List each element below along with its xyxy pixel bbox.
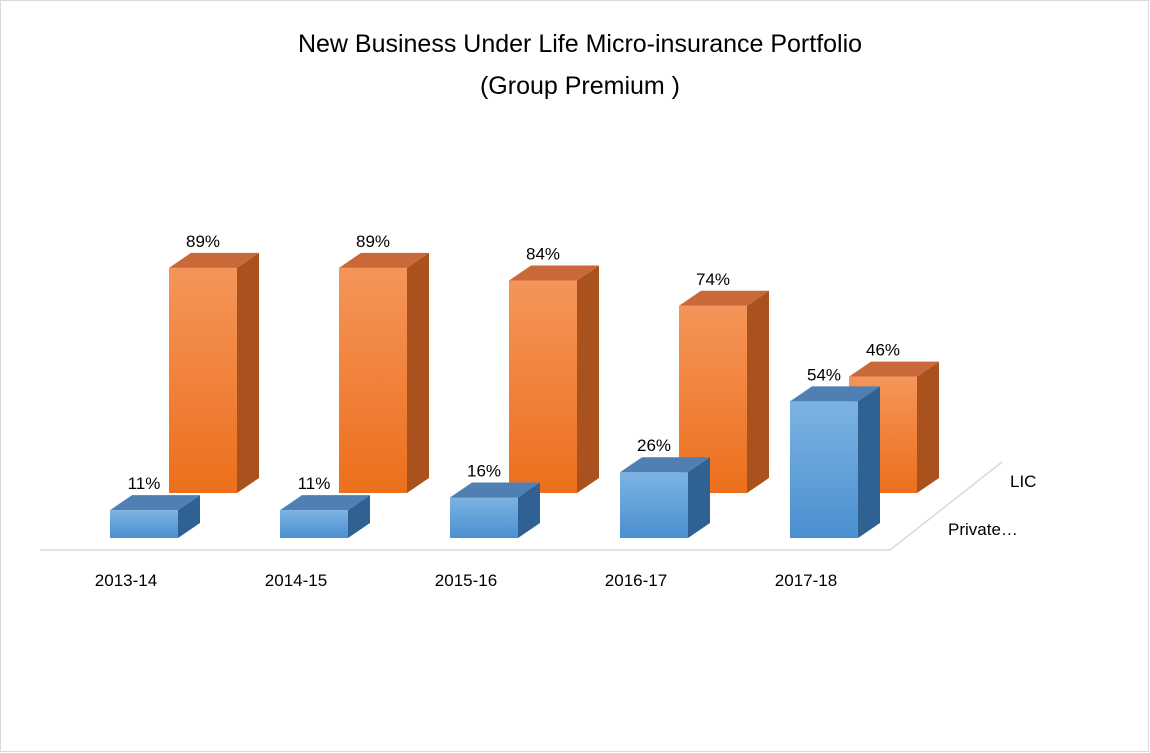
bar-front (450, 497, 518, 538)
bar-front (169, 267, 237, 493)
chart-title: New Business Under Life Micro-insurance … (298, 30, 862, 58)
x-tick-label: 2014-15 (265, 571, 327, 590)
bar-front (509, 280, 577, 493)
value-label: 11% (298, 474, 331, 493)
legend-label: LIC (1010, 472, 1036, 491)
bar (450, 482, 540, 538)
bar (620, 457, 710, 538)
bar-side (688, 457, 710, 538)
x-tick-label: 2016-17 (605, 571, 667, 590)
value-label: 26% (637, 436, 671, 455)
bar-side (237, 252, 259, 493)
bar-side (858, 386, 880, 538)
floor (40, 461, 1003, 551)
bar-top (509, 265, 599, 281)
value-label: 89% (356, 232, 390, 251)
bar-side (917, 361, 939, 493)
bar (110, 495, 200, 538)
legend-label: Private… (948, 520, 1018, 539)
bar-top (849, 361, 939, 377)
bar-top (679, 290, 769, 306)
value-label: 16% (467, 462, 501, 481)
bar-front (110, 510, 178, 538)
bar-top (620, 457, 710, 473)
bar (509, 265, 599, 493)
bar-side (577, 265, 599, 493)
value-label: 46% (866, 341, 900, 360)
bar-top (790, 386, 880, 402)
bar-top (280, 495, 370, 511)
bar-front (620, 472, 688, 538)
bar-side (407, 252, 429, 493)
bar-top (450, 482, 540, 498)
bar (169, 252, 259, 493)
bar-side (178, 495, 200, 538)
bar-front (280, 510, 348, 538)
bar-top (339, 252, 429, 268)
chart-subtitle: (Group Premium ) (480, 72, 680, 100)
bar-front (339, 267, 407, 493)
bar-front (790, 401, 858, 538)
bar (280, 495, 370, 538)
bar-side (348, 495, 370, 538)
value-label: 11% (128, 474, 161, 493)
value-label: 74% (696, 270, 730, 289)
x-tick-label: 2017-18 (775, 571, 837, 590)
bar-top (169, 252, 259, 268)
bar (790, 386, 880, 538)
bar (339, 252, 429, 493)
value-label: 54% (807, 365, 841, 384)
bar-side (518, 482, 540, 538)
bar-top (110, 495, 200, 511)
bar-side (747, 290, 769, 493)
value-label: 89% (186, 232, 220, 251)
x-tick-label: 2015-16 (435, 571, 497, 590)
value-label: 84% (526, 244, 560, 263)
x-tick-label: 2013-14 (95, 571, 157, 590)
